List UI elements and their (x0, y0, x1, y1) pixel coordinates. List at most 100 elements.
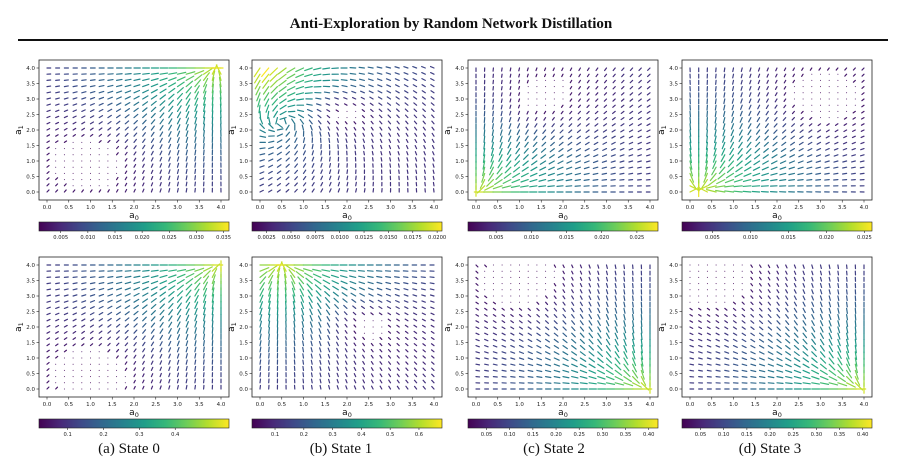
quiver-arrow (159, 328, 164, 334)
quiver-arrow (124, 317, 130, 322)
quiver-arrow (142, 119, 147, 125)
quiver-arrow (553, 363, 561, 367)
quiver-arrow (307, 114, 313, 119)
quiver-arrow (503, 172, 512, 179)
quiver-arrow (721, 148, 726, 156)
quiver-arrow (159, 72, 169, 75)
quiver-arrow (550, 141, 555, 147)
quiver-arrow (176, 327, 181, 334)
quiver-arrow (844, 73, 848, 77)
quiver-arrow (544, 295, 548, 299)
quiver-arrow (719, 160, 726, 169)
caption-state-2: (c) State 2 (523, 441, 585, 457)
quiver-arrow (423, 163, 426, 168)
quiver-arrow (303, 268, 313, 272)
y-tick-label: 3.0 (26, 97, 35, 103)
quiver-arrow (405, 373, 409, 378)
quiver-arrow (776, 332, 782, 338)
caption-state-1: (b) State 1 (309, 441, 373, 457)
quiver-arrow (379, 342, 383, 347)
quiver-arrow (72, 85, 78, 88)
quiver-arrow (816, 141, 822, 145)
quiver-arrow (811, 79, 813, 81)
colorbar (467, 418, 659, 429)
quiver-arrow (168, 279, 177, 285)
y-tick-label: 3.0 (669, 294, 678, 300)
quiver-arrow (142, 78, 150, 82)
quiver-arrow (63, 388, 65, 390)
quiver-arrow (526, 110, 529, 115)
quiver-arrow (259, 282, 266, 291)
quiver-arrow (785, 320, 790, 326)
x-tick-label: 0.0 (686, 402, 695, 408)
quiver-arrow (575, 160, 582, 164)
quiver-arrow (55, 306, 60, 309)
colorbar-tick-label: 0.005 (53, 235, 68, 241)
quiver-arrow (792, 73, 796, 78)
quiver-arrow (534, 116, 538, 121)
quiver-arrow (370, 312, 374, 316)
quiver-arrow (797, 172, 804, 176)
quiver-arrow (511, 179, 521, 184)
quiver-arrow (124, 90, 132, 94)
quiver-arrow (689, 185, 700, 192)
quiver-arrow (647, 67, 651, 71)
quiver-arrow (55, 183, 59, 187)
quiver-arrow (689, 345, 694, 348)
quiver-arrow (779, 160, 787, 164)
quiver-arrow (539, 166, 547, 171)
quiver-arrow (689, 179, 697, 189)
quiver-arrow (327, 341, 331, 347)
quiver-arrow (510, 264, 512, 266)
quiver-arrow (518, 351, 525, 354)
quiver-arrow (833, 148, 839, 151)
quiver-arrow (571, 314, 575, 319)
quiver-arrow (203, 149, 205, 156)
quiver-arrow (499, 141, 503, 149)
quiver-arrow (46, 189, 50, 193)
quiver-arrow (527, 276, 529, 278)
quiver-arrow (501, 369, 507, 372)
quiver-arrow (605, 369, 614, 376)
quiver-arrow (706, 320, 711, 323)
quiver-arrow (168, 137, 172, 143)
quiver-arrow (349, 78, 357, 82)
quiver-arrow (259, 294, 264, 303)
quiver-arrow (150, 83, 159, 88)
quiver-arrow (176, 278, 185, 285)
quiver-arrow (776, 357, 783, 362)
quiver-arrow (359, 293, 365, 297)
quiver-arrow (353, 132, 357, 137)
quiver-arrow (833, 172, 839, 175)
quiver-arrow (194, 301, 199, 309)
quiver-arrow (854, 357, 858, 367)
quiver-arrow (288, 269, 296, 278)
quiver-arrow (586, 92, 590, 96)
quiver-arrow (63, 160, 65, 162)
quiver-arrow (98, 79, 105, 82)
quiver-arrow (406, 163, 409, 168)
quiver-arrow (327, 353, 331, 359)
quiver-arrow (394, 293, 400, 297)
quiver-arrow (725, 172, 735, 179)
quiver-arrow (389, 163, 392, 168)
quiver-arrow (724, 190, 735, 193)
quiver-arrow (646, 79, 651, 84)
quiver-arrow (793, 363, 801, 368)
quiver-arrow (415, 169, 418, 174)
quiver-arrow (423, 144, 426, 150)
quiver-arrow (740, 98, 743, 104)
quiver-arrow (588, 314, 593, 320)
quiver-arrow (723, 73, 726, 79)
quiver-arrow (337, 175, 340, 181)
quiver-arrow (793, 332, 799, 338)
quiver-arrow (116, 369, 118, 371)
quiver-arrow (536, 338, 542, 343)
quiver-arrow (846, 79, 848, 81)
quiver-arrow (124, 287, 132, 291)
quiver-arrow (219, 83, 222, 94)
quiver-arrow (536, 276, 538, 278)
colorbar-tick-label: 0.2 (300, 432, 308, 438)
quiver-arrow (806, 166, 813, 170)
quiver-arrow (159, 118, 164, 125)
